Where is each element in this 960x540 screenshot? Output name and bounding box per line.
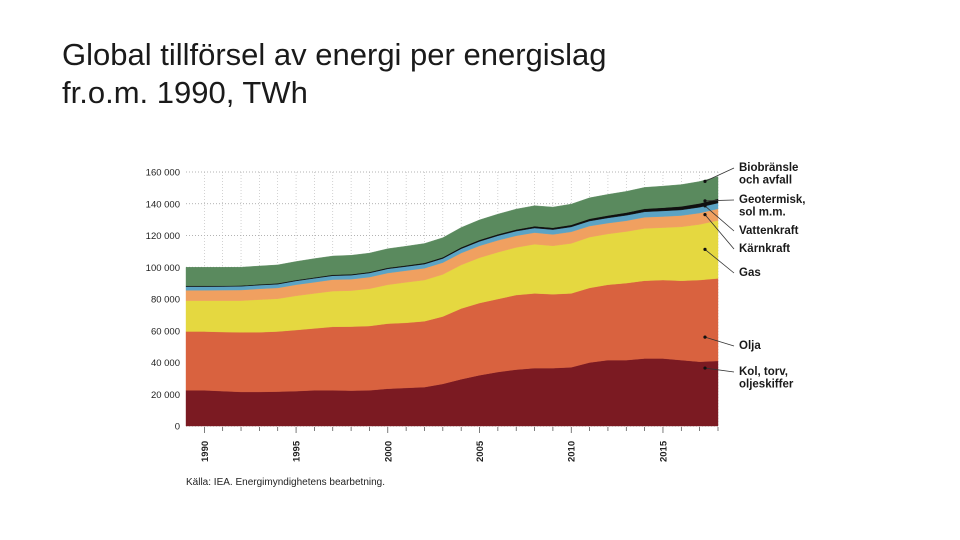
y-axis-ticks: 0 20 000 40 000 60 000 80 000 100 000 120 000 1…	[146, 168, 180, 433]
legend-label-line: Geotermisk,	[739, 194, 805, 206]
legend-label-line: Kärnkraft	[739, 243, 790, 255]
legend-leader-dot	[703, 199, 707, 203]
area-biobränsle-och-avfall	[185, 176, 719, 286]
y-tick-label: 120 000	[146, 231, 180, 242]
legend-label: Vattenkraft	[739, 225, 799, 237]
legend-label: Biobränsle och avfall	[739, 162, 798, 187]
y-tick-label: 0	[175, 422, 180, 433]
legend-label-line: och avfall	[739, 175, 792, 187]
legend-leader-dot	[703, 213, 707, 217]
legend-leader-line	[704, 249, 735, 274]
y-tick-label: 40 000	[151, 358, 180, 369]
legend-leader-line	[704, 167, 735, 182]
x-axis-ticks: 1990 1995 2000 2005 2010 2015	[200, 427, 719, 462]
legend-leader-dot	[703, 247, 707, 251]
legend-label: Kol, torv, oljeskiffer	[739, 366, 794, 391]
slide-title: Global tillförsel av energi per energisl…	[62, 36, 822, 112]
legend: Biobränsle och avfall Geotermisk, sol m.m. V…	[703, 162, 805, 391]
legend-leader-line	[704, 214, 735, 250]
legend-label: Geotermisk, sol m.m.	[739, 194, 805, 219]
legend-leader-dot	[703, 335, 707, 339]
legend-label: Olja	[739, 340, 761, 352]
legend-leader-dot	[703, 179, 707, 183]
x-tick-label: 2010	[567, 441, 578, 462]
x-tick-label: 2015	[658, 440, 669, 462]
area-series	[185, 176, 719, 427]
x-tick-label: 2005	[475, 440, 486, 462]
y-tick-label: 160 000	[146, 168, 180, 179]
x-tick-label: 1995	[292, 440, 303, 462]
x-tick-label: 2000	[383, 441, 394, 462]
y-tick-label: 80 000	[151, 295, 180, 306]
legend-label-line: Gas	[739, 267, 761, 279]
y-tick-label: 20 000	[151, 390, 180, 401]
legend-label: Gas	[739, 267, 761, 279]
legend-leader-line	[704, 199, 735, 202]
legend-label-line: Kol, torv,	[739, 366, 788, 378]
legend-leader-dot	[703, 204, 707, 208]
slide-title-line-1: Global tillförsel av energi per energisl…	[62, 37, 607, 72]
legend-label-line: Olja	[739, 340, 761, 352]
legend-leader-dot	[703, 366, 707, 370]
legend-leader-line	[704, 205, 735, 232]
legend-label-line: Biobränsle	[739, 162, 798, 174]
source-note: Källa: IEA. Energimyndighetens bearbetni…	[186, 477, 386, 488]
legend-leader-line	[704, 367, 735, 373]
y-tick-label: 100 000	[146, 263, 180, 274]
legend-label-line: sol m.m.	[739, 207, 786, 219]
x-tick-label: 1990	[200, 441, 211, 462]
y-tick-label: 140 000	[146, 199, 180, 210]
slide-title-line-2: fr.o.m. 1990, TWh	[62, 75, 308, 110]
legend-leader-line	[704, 336, 735, 347]
legend-label-line: oljeskiffer	[739, 379, 794, 391]
legend-label-line: Vattenkraft	[739, 225, 799, 237]
legend-label: Kärnkraft	[739, 243, 790, 255]
y-tick-label: 60 000	[151, 326, 180, 337]
